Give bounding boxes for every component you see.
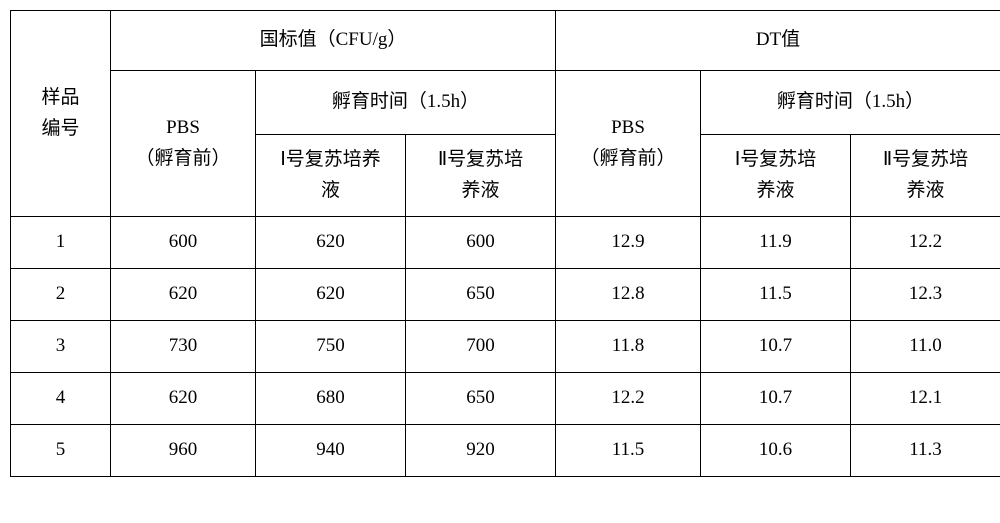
col-header-group-dt: DT值 — [556, 11, 1000, 71]
cell-b-pbs: 12.2 — [556, 373, 701, 425]
cell-sample-id: 5 — [11, 425, 111, 477]
cell-b-pbs: 11.5 — [556, 425, 701, 477]
cell-a-medium-1: 680 — [256, 373, 406, 425]
cell-a-pbs: 600 — [111, 217, 256, 269]
cell-a-pbs: 960 — [111, 425, 256, 477]
col-header-incubation-b: 孵育时间（1.5h） — [701, 71, 1000, 135]
header-text: Ⅰ号复苏培养 — [280, 149, 381, 170]
header-text: PBS — [611, 117, 645, 138]
cell-a-medium-2: 650 — [406, 373, 556, 425]
cell-b-medium-2: 12.3 — [851, 269, 1000, 321]
cell-a-pbs: 730 — [111, 321, 256, 373]
col-header-medium-2b: Ⅱ号复苏培 养液 — [851, 135, 1000, 217]
cell-b-medium-2: 11.0 — [851, 321, 1000, 373]
col-header-pbs-a: PBS （孵育前） — [111, 71, 256, 217]
table-row: 4 620 680 650 12.2 10.7 12.1 — [11, 373, 1000, 425]
header-text: 编号 — [41, 118, 79, 139]
col-header-incubation-a: 孵育时间（1.5h） — [256, 71, 556, 135]
cell-a-medium-2: 600 — [406, 217, 556, 269]
header-text: 养液 — [461, 180, 499, 201]
cell-b-medium-1: 11.9 — [701, 217, 851, 269]
header-text: 养液 — [756, 180, 794, 201]
col-header-medium-1a: Ⅰ号复苏培养 液 — [256, 135, 406, 217]
data-table: 样品 编号 国标值（CFU/g） DT值 PBS （孵育前） 孵育时间（1.5h… — [10, 10, 1000, 477]
cell-b-medium-2: 12.1 — [851, 373, 1000, 425]
cell-b-medium-1: 10.7 — [701, 321, 851, 373]
header-text: 样品 — [41, 87, 79, 108]
header-text: Ⅰ号复苏培 — [735, 149, 817, 170]
col-header-medium-2a: Ⅱ号复苏培 养液 — [406, 135, 556, 217]
cell-b-medium-2: 11.3 — [851, 425, 1000, 477]
cell-sample-id: 1 — [11, 217, 111, 269]
col-header-pbs-b: PBS （孵育前） — [556, 71, 701, 217]
col-header-medium-1b: Ⅰ号复苏培 养液 — [701, 135, 851, 217]
cell-b-medium-1: 10.7 — [701, 373, 851, 425]
cell-a-medium-1: 620 — [256, 269, 406, 321]
table-header-row: PBS （孵育前） 孵育时间（1.5h） PBS （孵育前） 孵育时间（1.5h… — [11, 71, 1000, 135]
cell-a-medium-2: 650 — [406, 269, 556, 321]
cell-a-medium-1: 750 — [256, 321, 406, 373]
cell-a-medium-1: 620 — [256, 217, 406, 269]
cell-b-pbs: 12.8 — [556, 269, 701, 321]
table-row: 3 730 750 700 11.8 10.7 11.0 — [11, 321, 1000, 373]
table-row: 1 600 620 600 12.9 11.9 12.2 — [11, 217, 1000, 269]
cell-a-medium-1: 940 — [256, 425, 406, 477]
header-text: Ⅱ号复苏培 — [438, 149, 523, 170]
cell-sample-id: 2 — [11, 269, 111, 321]
table-row: 5 960 940 920 11.5 10.6 11.3 — [11, 425, 1000, 477]
header-text: （孵育前） — [580, 148, 675, 169]
cell-b-pbs: 11.8 — [556, 321, 701, 373]
col-header-group-standard: 国标值（CFU/g） — [111, 11, 556, 71]
header-text: Ⅱ号复苏培 — [883, 149, 968, 170]
table-row: 2 620 620 650 12.8 11.5 12.3 — [11, 269, 1000, 321]
cell-a-pbs: 620 — [111, 269, 256, 321]
header-text: 养液 — [906, 180, 944, 201]
header-text: 液 — [321, 180, 340, 201]
cell-b-medium-1: 11.5 — [701, 269, 851, 321]
col-header-sample-id: 样品 编号 — [11, 11, 111, 217]
cell-b-medium-2: 12.2 — [851, 217, 1000, 269]
cell-sample-id: 4 — [11, 373, 111, 425]
cell-a-medium-2: 700 — [406, 321, 556, 373]
cell-a-medium-2: 920 — [406, 425, 556, 477]
header-text: PBS — [166, 117, 200, 138]
header-text: （孵育前） — [135, 148, 230, 169]
cell-b-pbs: 12.9 — [556, 217, 701, 269]
table-header-row: 样品 编号 国标值（CFU/g） DT值 — [11, 11, 1000, 71]
cell-a-pbs: 620 — [111, 373, 256, 425]
cell-sample-id: 3 — [11, 321, 111, 373]
cell-b-medium-1: 10.6 — [701, 425, 851, 477]
